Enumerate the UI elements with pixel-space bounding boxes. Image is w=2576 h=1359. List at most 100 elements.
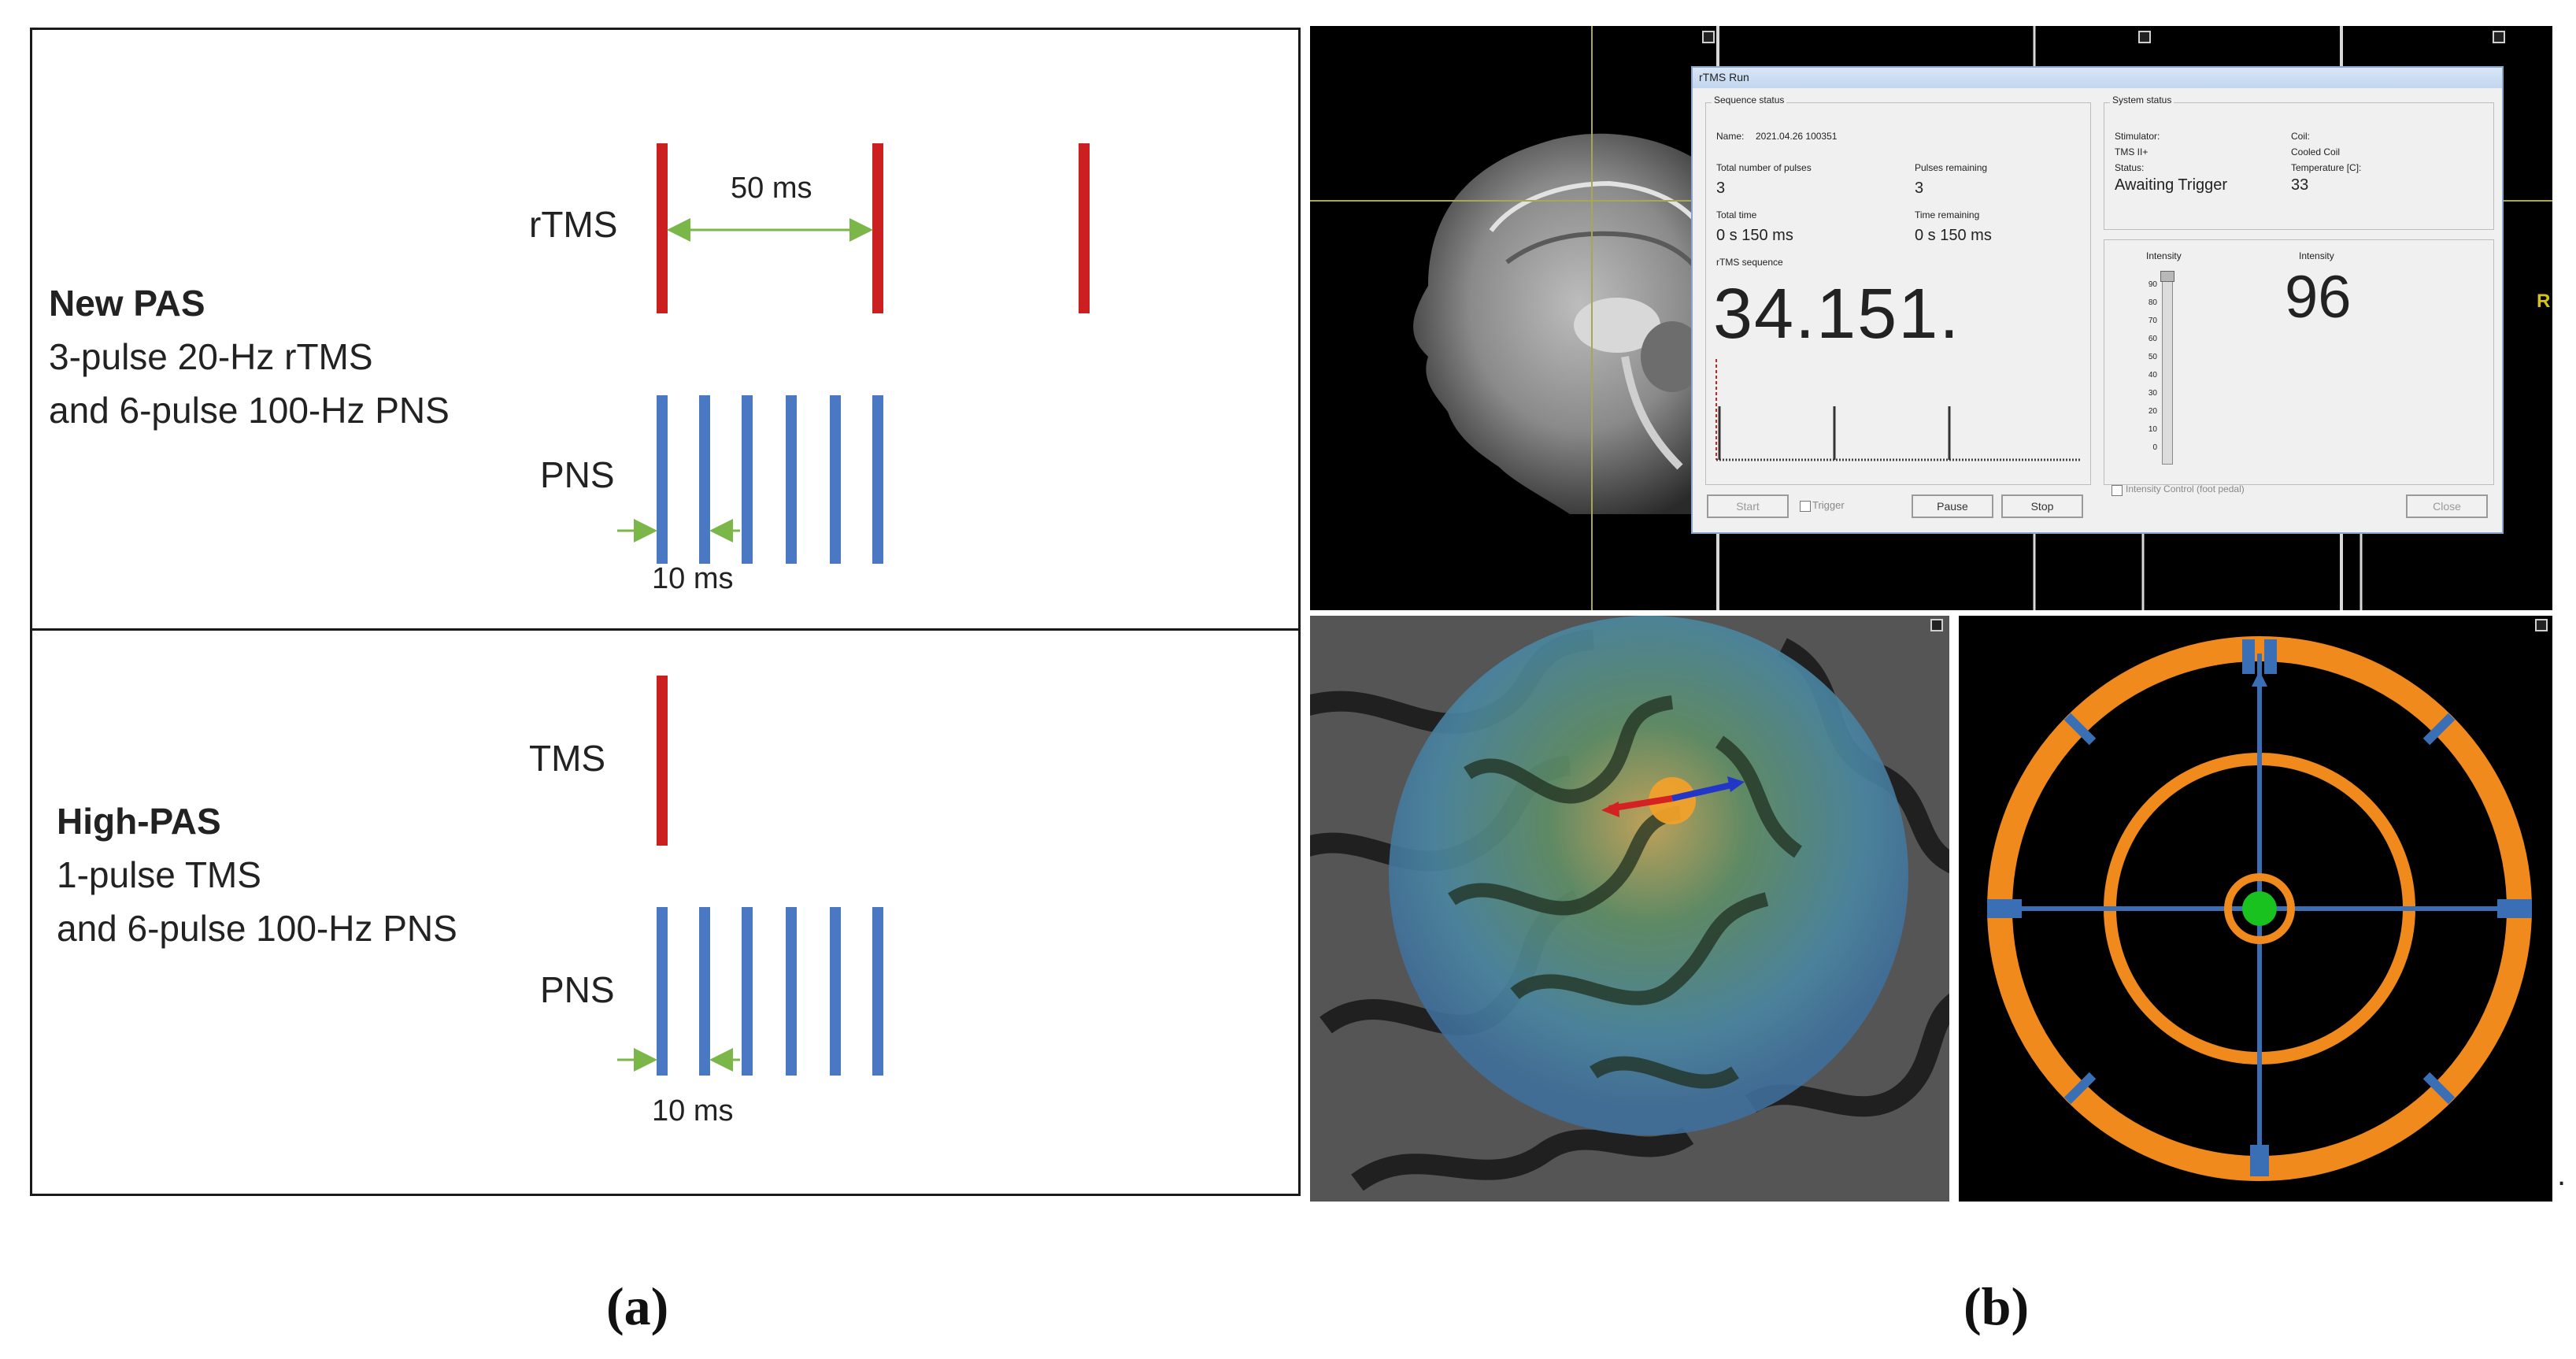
temperature-label: Temperature [C]: [2291,162,2362,173]
intensity-control-label: Intensity Control (foot pedal) [2126,483,2245,494]
name-label: Name: [1716,131,1745,142]
pulses-remaining-value: 3 [1915,180,1924,197]
top-pns-pulse-2 [699,395,710,564]
rtms-pulse-3 [1079,143,1090,313]
new-pas-line1: 3-pulse 20-Hz rTMS [49,336,373,377]
system-status-group [2104,102,2494,230]
intensity-label-left: Intensity [2146,250,2182,261]
intensity-scale: 90 80 70 60 50 40 30 20 10 0 [2134,280,2157,469]
rtms-run-dialog: rTMS Run Sequence status Name: 2021.04.2… [1691,66,2504,534]
intensity-slider-thumb[interactable] [2160,271,2174,282]
coil-value: Cooled Coil [2291,146,2341,157]
new-pas-title: New PAS [49,283,205,324]
intensity-tick: 30 [2148,389,2157,398]
top-pns-interval-label: 10 ms [652,562,734,595]
intensity-tick: 40 [2148,371,2157,380]
status-label: Status: [2115,162,2145,173]
time-remaining-label: Time remaining [1915,209,1980,220]
total-time-value: 0 s 150 ms [1716,227,1793,244]
coil-direction-blue-arrow [1671,781,1736,802]
maximize-icon[interactable] [2138,31,2151,43]
total-time-label: Total time [1716,209,1757,220]
top-pns-pulse-5 [830,395,841,564]
stop-button[interactable]: Stop [2001,494,2083,518]
status-value: Awaiting Trigger [2115,176,2228,194]
total-pulses-value: 3 [1716,180,1726,197]
intensity-tick: 0 [2152,443,2157,452]
targeting-reticle [1987,636,2532,1181]
intensity-control-checkbox[interactable] [2112,485,2123,496]
sequence-status-heading: Sequence status [1712,94,1787,106]
intensity-tick: 50 [2148,353,2157,361]
new-pas-line2: and 6-pulse 100-Hz PNS [49,390,450,431]
stimulator-value: TMS II+ [2115,146,2149,157]
intensity-label-right: Intensity [2299,250,2334,261]
intensity-tick: 90 [2148,280,2157,289]
direction-up-arrow [2252,671,2267,687]
trigger-checkbox[interactable] [1800,501,1811,512]
close-button[interactable]: Close [2406,494,2488,518]
system-status-heading: System status [2110,94,2174,106]
bottom-pns-pulse-4 [786,907,797,1076]
high-pas-line1: 1-pulse TMS [57,854,261,895]
top-pns-pulse-6 [872,395,883,564]
target-center-dot [2242,891,2277,926]
top-pns-pulse-1 [657,395,668,564]
intensity-tick: 70 [2148,317,2157,325]
rtms-sequence-plot [1715,359,2080,461]
panel-a-divider [30,628,1301,631]
trailing-period: . [2557,1157,2567,1192]
rtms-label: rTMS [529,204,618,245]
panel-a-caption: (a) [606,1276,669,1336]
top-pns-pulse-3 [742,395,753,564]
dialog-titlebar: rTMS Run [1693,68,2502,88]
maximize-icon[interactable] [2535,619,2548,631]
high-pas-line2: and 6-pulse 100-Hz PNS [57,908,457,949]
pulses-remaining-label: Pulses remaining [1915,162,1988,173]
panel-b-caption: (b) [1963,1276,2030,1336]
bottom-pns-pulse-1 [657,907,668,1076]
rtms-pulse-2 [872,143,883,313]
bottom-pns-pulse-3 [742,907,753,1076]
time-remaining-value: 0 s 150 ms [1915,227,1992,244]
top-pns-pulse-4 [786,395,797,564]
targeting-view [1959,616,2552,1202]
tms-pulse [657,676,668,846]
intensity-tick: 80 [2148,298,2157,307]
intensity-slider-track[interactable] [2162,274,2173,465]
pause-button[interactable]: Pause [1912,494,1993,518]
bottom-pns-pulse-2 [699,907,710,1076]
rtms-sequence-label: rTMS sequence [1716,257,1783,268]
target-center-ring [2224,873,2295,944]
start-button[interactable]: Start [1707,494,1789,518]
maximize-icon[interactable] [1702,31,1715,43]
tms-label: TMS [529,738,606,779]
total-pulses-label: Total number of pulses [1716,162,1812,173]
temperature-value: 33 [2291,176,2309,194]
coil-direction-red-arrow [1608,795,1673,812]
stimulator-label: Stimulator: [2115,131,2160,142]
coil-label: Coil: [2291,131,2311,142]
sequence-status-group [1705,102,2091,485]
cortical-surface-image [1310,616,1949,1202]
intensity-tick: 10 [2148,425,2157,434]
rtms-pulse-1 [657,143,668,313]
high-pas-title: High-PAS [57,801,221,842]
intensity-value: 96 [2285,264,2352,331]
big-readout: 34.151. [1713,275,1961,354]
top-pns-label: PNS [540,454,615,495]
bottom-pns-interval-label: 10 ms [652,1094,734,1128]
bottom-pns-pulse-5 [830,907,841,1076]
cortical-surface-view [1310,616,1949,1202]
pulse-diagram [617,143,1090,1076]
bottom-pns-label: PNS [540,969,615,1010]
dialog-title: rTMS Run [1699,71,1749,83]
maximize-icon[interactable] [1930,619,1943,631]
rtms-interval-label: 50 ms [731,172,812,205]
intensity-tick: 20 [2148,407,2157,416]
trigger-checkbox-label: Trigger [1812,499,1845,511]
intensity-tick: 60 [2148,335,2157,343]
intensity-group [2104,239,2494,485]
name-value: 2021.04.26 100351 [1756,131,1838,142]
maximize-icon[interactable] [2493,31,2505,43]
